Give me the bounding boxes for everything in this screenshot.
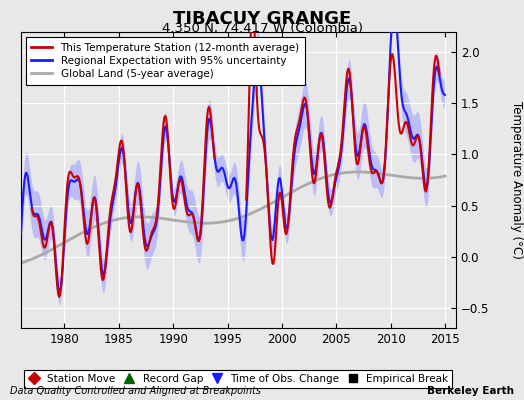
Text: TIBACUY GRANGE: TIBACUY GRANGE [173,10,351,28]
Y-axis label: Temperature Anomaly (°C): Temperature Anomaly (°C) [510,101,523,259]
Text: 4.350 N, 74.417 W (Colombia): 4.350 N, 74.417 W (Colombia) [161,22,363,35]
Text: Data Quality Controlled and Aligned at Breakpoints: Data Quality Controlled and Aligned at B… [10,386,261,396]
Legend: Station Move, Record Gap, Time of Obs. Change, Empirical Break: Station Move, Record Gap, Time of Obs. C… [25,370,452,388]
Text: Berkeley Earth: Berkeley Earth [427,386,514,396]
